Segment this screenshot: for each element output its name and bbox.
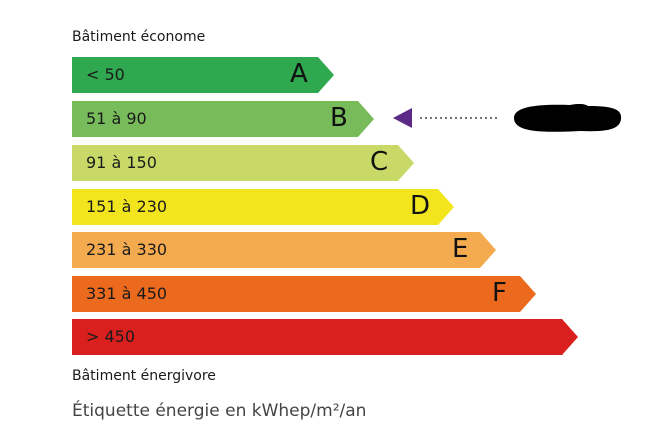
energy-class-d: 151 à 230 D	[72, 189, 454, 225]
class-range: 151 à 230	[86, 197, 168, 216]
class-letter: B	[330, 103, 348, 133]
class-range: 91 à 150	[86, 153, 157, 172]
class-bar-shape	[72, 276, 536, 312]
class-bar-shape	[72, 189, 454, 225]
energy-class-e: 231 à 330 E	[72, 232, 496, 268]
class-range: 51 à 90	[86, 109, 147, 128]
energy-class-c: 91 à 150 C	[72, 145, 414, 181]
class-letter: E	[452, 234, 469, 264]
bottom-label: Bâtiment énergivore	[72, 368, 216, 384]
class-range: 231 à 330	[86, 240, 168, 259]
class-letter: D	[410, 191, 431, 221]
energy-class-a: < 50 A	[72, 57, 334, 93]
energy-class-b: 51 à 90 B	[72, 101, 374, 137]
energy-class-g: > 450	[72, 319, 578, 355]
class-letter: C	[370, 147, 389, 177]
class-range: > 450	[86, 327, 136, 346]
top-label: Bâtiment économe	[72, 29, 206, 45]
caption: Étiquette énergie en kWhep/m²/an	[72, 401, 367, 421]
class-range: 331 à 450	[86, 284, 168, 303]
class-bar-shape	[72, 232, 496, 268]
indicator-arrow-icon	[393, 108, 412, 128]
class-bar-shape	[72, 57, 334, 93]
class-indicator	[393, 104, 622, 132]
class-bar-shape	[72, 145, 414, 181]
class-range: < 50	[86, 65, 125, 84]
class-letter: F	[492, 278, 507, 308]
energy-class-f: 331 à 450 F	[72, 276, 536, 312]
class-bar-shape	[72, 101, 374, 137]
class-letter: A	[290, 59, 308, 89]
class-bar-shape	[72, 319, 578, 355]
redacted-value	[514, 104, 622, 132]
